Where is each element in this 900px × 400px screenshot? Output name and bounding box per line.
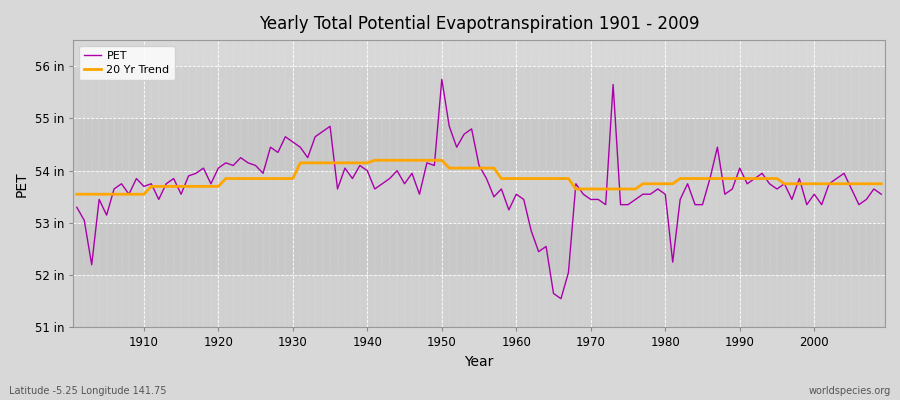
PET <box>518 197 529 202</box>
20 Yr Trend <box>339 160 350 165</box>
Bar <box>73 171 885 223</box>
20 Yr Trend <box>518 176 529 181</box>
20 Yr Trend <box>131 192 142 197</box>
PET <box>436 77 447 82</box>
20 Yr Trend <box>71 192 82 197</box>
X-axis label: Year: Year <box>464 355 494 369</box>
Y-axis label: PET: PET <box>15 171 29 196</box>
PET <box>555 296 566 301</box>
Line: PET: PET <box>76 79 881 299</box>
20 Yr Trend <box>295 160 306 165</box>
20 Yr Trend <box>369 158 380 163</box>
Bar <box>73 275 885 328</box>
Legend: PET, 20 Yr Trend: PET, 20 Yr Trend <box>78 46 176 80</box>
PET <box>131 176 142 181</box>
PET <box>876 192 886 197</box>
Text: Latitude -5.25 Longitude 141.75: Latitude -5.25 Longitude 141.75 <box>9 386 166 396</box>
Title: Yearly Total Potential Evapotranspiration 1901 - 2009: Yearly Total Potential Evapotranspiratio… <box>259 15 699 33</box>
PET <box>71 205 82 210</box>
20 Yr Trend <box>876 181 886 186</box>
20 Yr Trend <box>608 186 618 191</box>
Text: worldspecies.org: worldspecies.org <box>809 386 891 396</box>
Bar <box>73 223 885 275</box>
PET <box>511 192 522 197</box>
Bar <box>73 118 885 171</box>
PET <box>339 166 350 170</box>
PET <box>616 202 626 207</box>
20 Yr Trend <box>511 176 522 181</box>
Line: 20 Yr Trend: 20 Yr Trend <box>76 160 881 194</box>
Bar <box>73 66 885 118</box>
PET <box>295 145 306 150</box>
